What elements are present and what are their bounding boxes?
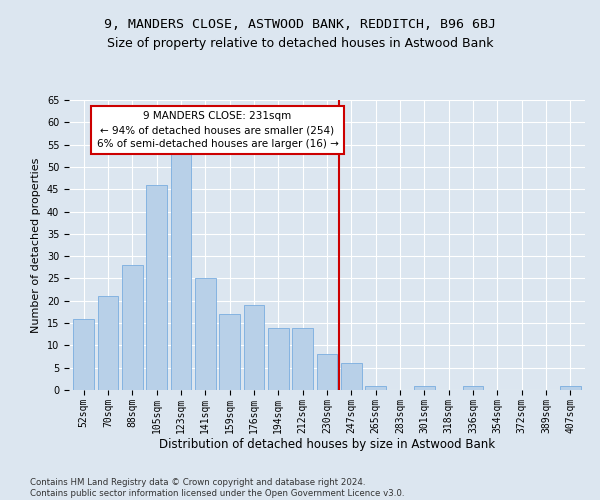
Bar [146, 185, 167, 390]
Text: Size of property relative to detached houses in Astwood Bank: Size of property relative to detached ho… [107, 38, 493, 51]
Bar [560, 386, 581, 390]
Text: Contains HM Land Registry data © Crown copyright and database right 2024.
Contai: Contains HM Land Registry data © Crown c… [30, 478, 404, 498]
Bar [98, 296, 118, 390]
Bar [73, 318, 94, 390]
Bar [219, 314, 240, 390]
Text: 9, MANDERS CLOSE, ASTWOOD BANK, REDDITCH, B96 6BJ: 9, MANDERS CLOSE, ASTWOOD BANK, REDDITCH… [104, 18, 496, 30]
Text: 9 MANDERS CLOSE: 231sqm
← 94% of detached houses are smaller (254)
6% of semi-de: 9 MANDERS CLOSE: 231sqm ← 94% of detache… [97, 111, 338, 149]
Bar [365, 386, 386, 390]
X-axis label: Distribution of detached houses by size in Astwood Bank: Distribution of detached houses by size … [159, 438, 495, 452]
Bar [122, 265, 143, 390]
Y-axis label: Number of detached properties: Number of detached properties [31, 158, 41, 332]
Bar [195, 278, 215, 390]
Bar [244, 305, 265, 390]
Bar [341, 363, 362, 390]
Bar [292, 328, 313, 390]
Bar [463, 386, 484, 390]
Bar [268, 328, 289, 390]
Bar [170, 149, 191, 390]
Bar [317, 354, 337, 390]
Bar [414, 386, 435, 390]
